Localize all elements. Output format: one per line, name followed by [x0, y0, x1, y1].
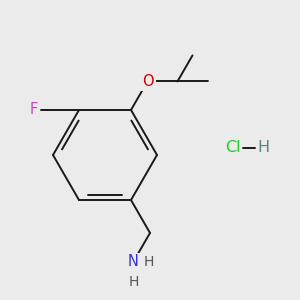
Text: O: O [142, 74, 153, 89]
Text: Cl: Cl [225, 140, 241, 155]
Text: F: F [30, 103, 38, 118]
Text: H: H [128, 274, 139, 289]
Text: N: N [128, 254, 139, 269]
Text: H: H [143, 254, 154, 268]
Text: H: H [257, 140, 269, 155]
